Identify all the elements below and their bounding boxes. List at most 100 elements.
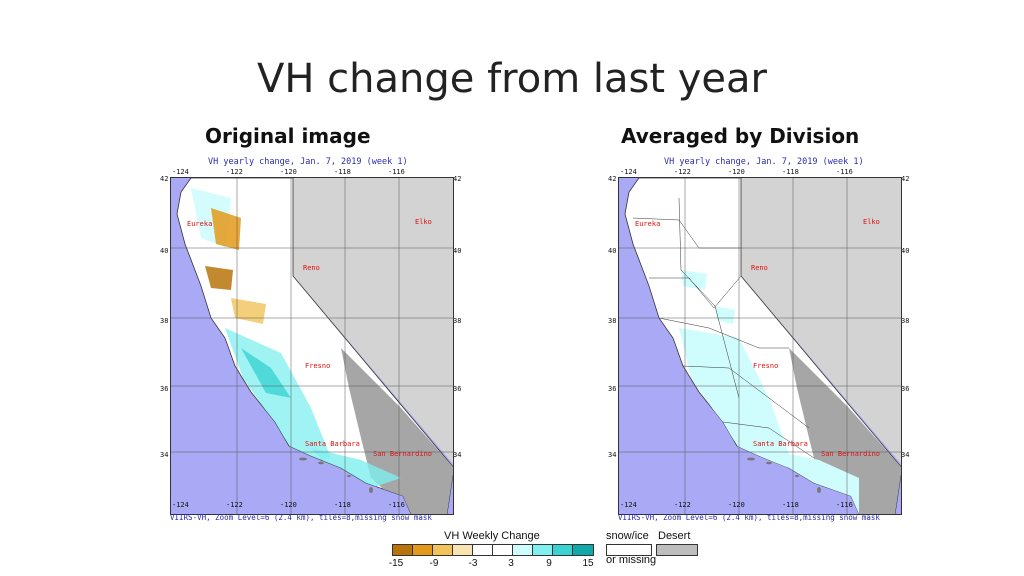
lon-tick: -120 [728,501,745,509]
lat-tick: 40 [160,247,169,255]
city-label: San Bernardino [821,450,880,458]
map-frame: Eureka Elko Reno Fresno Santa Barbara Sa… [618,177,902,515]
lon-tick: -120 [728,168,745,176]
channel-islands [299,457,373,493]
lat-tick: 34 [160,451,169,459]
map-footer: VIIRS-VH, Zoom Level=6 (2.4 km), tiles=8… [170,513,432,522]
desert-area [341,348,453,514]
lat-tick: 36 [608,385,617,393]
lon-tick: -118 [782,501,799,509]
color-swatch [552,544,574,556]
legend-title: VH Weekly Change [444,530,540,542]
graticule [619,178,901,514]
map-frame: Eureka Elko Reno Fresno Santa Barbara Sa… [170,177,454,515]
lat-tick: 42 [160,175,169,183]
lon-tick: -122 [674,168,691,176]
city-label: Fresno [753,362,778,370]
city-label: San Bernardino [373,450,432,458]
lon-tick: -116 [388,168,405,176]
lat-tick: 36 [453,385,462,393]
color-swatch [472,544,494,556]
legend-tick: 3 [508,558,514,569]
legend-tick: -3 [468,558,478,569]
lon-tick: -122 [226,501,243,509]
division-slight-increase [679,328,794,468]
color-swatch [392,544,414,556]
color-swatch [572,544,594,556]
vh-decrease-north [211,208,241,250]
slide-title: VH change from last year [257,56,767,102]
legend-tick: -9 [429,558,439,569]
city-label: Eureka [635,220,660,228]
snow-label: snow/ice [606,530,649,542]
city-label: Elko [415,218,432,226]
color-swatch [412,544,434,556]
lat-tick: 34 [608,451,617,459]
left-subtitle: Original image [205,124,371,148]
lat-tick: 38 [901,317,910,325]
city-label: Santa Barbara [305,440,360,448]
map-panel-averaged: VH yearly change, Jan. 7, 2019 (week 1) … [608,152,910,532]
color-swatch [492,544,514,556]
lon-tick: -122 [226,168,243,176]
city-label: Reno [751,264,768,272]
graticule [171,178,453,514]
lat-tick: 36 [160,385,169,393]
legend-tick: -15 [388,558,404,569]
legend-tick: 9 [546,558,552,569]
color-swatch [432,544,454,556]
lat-tick: 40 [453,247,462,255]
lon-tick: -124 [620,168,637,176]
map-panel-original: VH yearly change, Jan. 7, 2019 (week 1) … [160,152,462,532]
color-swatch [452,544,474,556]
lon-tick: -118 [334,501,351,509]
missing-label: or missing [606,554,657,566]
city-label: Santa Barbara [753,440,808,448]
division-slight-increase-north [681,270,707,290]
channel-islands [747,457,821,493]
lat-tick: 42 [901,175,910,183]
lon-tick: -124 [172,501,189,509]
division-slight-increase-sierra [715,306,735,324]
right-subtitle: Averaged by Division [621,124,860,148]
nevada-area [293,178,453,464]
lat-tick: 38 [608,317,617,325]
city-label: Elko [863,218,880,226]
lon-tick: -120 [280,168,297,176]
desert-swatch [656,544,698,556]
legend-tick: 15 [582,558,594,569]
lon-tick: -118 [334,168,351,176]
map-header: VH yearly change, Jan. 7, 2019 (week 1) [664,157,864,167]
lon-tick: -120 [280,501,297,509]
desert-label: Desert [658,530,691,542]
map-footer: VIIRS-VH, Zoom Level=6 (2.4 km), tiles=8… [618,513,880,522]
city-label: Reno [303,264,320,272]
lat-tick: 38 [160,317,169,325]
city-label: Fresno [305,362,330,370]
color-swatch [532,544,554,556]
city-label: Eureka [187,220,212,228]
lat-tick: 40 [608,247,617,255]
map-header: VH yearly change, Jan. 7, 2019 (week 1) [208,157,408,167]
color-swatch [512,544,534,556]
lat-tick: 40 [901,247,910,255]
lon-tick: -118 [782,168,799,176]
lon-tick: -124 [620,501,637,509]
lat-tick: 42 [608,175,617,183]
lat-tick: 34 [901,451,910,459]
vh-strong-decrease [205,266,233,290]
nevada-area [741,178,901,464]
snow-swatch [606,544,652,556]
desert-area [789,348,901,514]
lon-tick: -122 [674,501,691,509]
lon-tick: -116 [388,501,405,509]
vh-increase-south [311,448,401,488]
lon-tick: -116 [836,501,853,509]
lat-tick: 42 [453,175,462,183]
lat-tick: 34 [453,451,462,459]
lon-tick: -124 [172,168,189,176]
lat-tick: 36 [901,385,910,393]
lat-tick: 38 [453,317,462,325]
vh-strong-increase [241,348,291,398]
vh-mild-decrease [231,298,266,324]
